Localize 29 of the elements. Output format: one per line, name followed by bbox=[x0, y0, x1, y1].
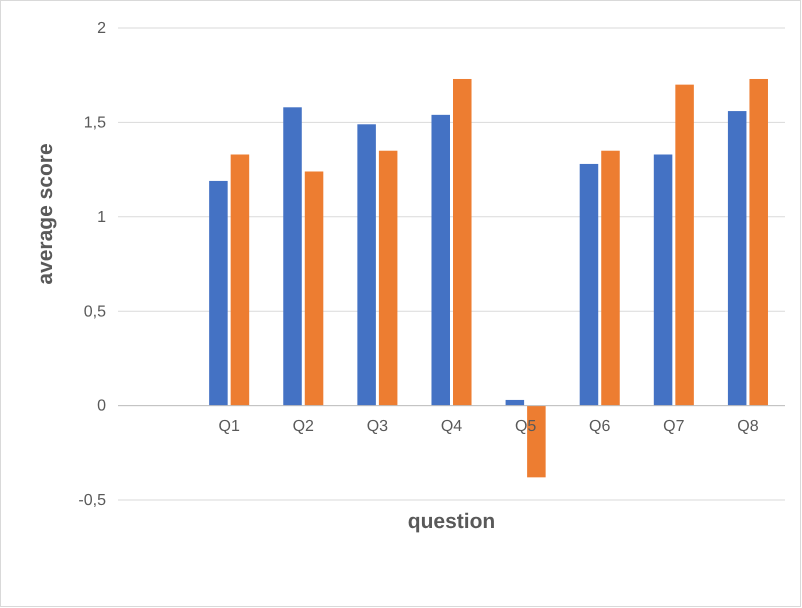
bar bbox=[654, 154, 672, 406]
x-tick-label: Q8 bbox=[737, 418, 759, 435]
y-tick-label: -0,5 bbox=[78, 492, 106, 510]
bar bbox=[431, 114, 450, 406]
bar bbox=[453, 78, 472, 406]
y-tick-label: 2 bbox=[97, 20, 106, 38]
y-tick-label: 0,5 bbox=[84, 303, 106, 320]
bar bbox=[675, 84, 694, 406]
bar bbox=[378, 150, 398, 406]
bar bbox=[357, 124, 376, 406]
bar bbox=[601, 150, 620, 406]
x-tick-label: Q2 bbox=[292, 418, 314, 435]
y-tick-label: 1,5 bbox=[84, 114, 106, 132]
x-tick-label: Q6 bbox=[589, 418, 610, 435]
x-tick-label: Q3 bbox=[366, 418, 388, 435]
y-tick-label: 0 bbox=[97, 398, 106, 415]
bar bbox=[580, 164, 598, 406]
y-tick-label: 1 bbox=[97, 208, 106, 226]
x-tick-label: Q4 bbox=[440, 418, 462, 435]
bar bbox=[209, 180, 228, 406]
bar bbox=[728, 111, 746, 406]
bar bbox=[230, 154, 250, 406]
bar bbox=[283, 107, 302, 406]
x-tick-label: Q7 bbox=[663, 418, 685, 435]
y-axis-title: average score bbox=[34, 143, 57, 285]
bar bbox=[304, 171, 324, 406]
x-axis-title: question bbox=[408, 510, 496, 533]
x-tick-label: Q1 bbox=[218, 418, 240, 435]
bar bbox=[749, 78, 768, 406]
